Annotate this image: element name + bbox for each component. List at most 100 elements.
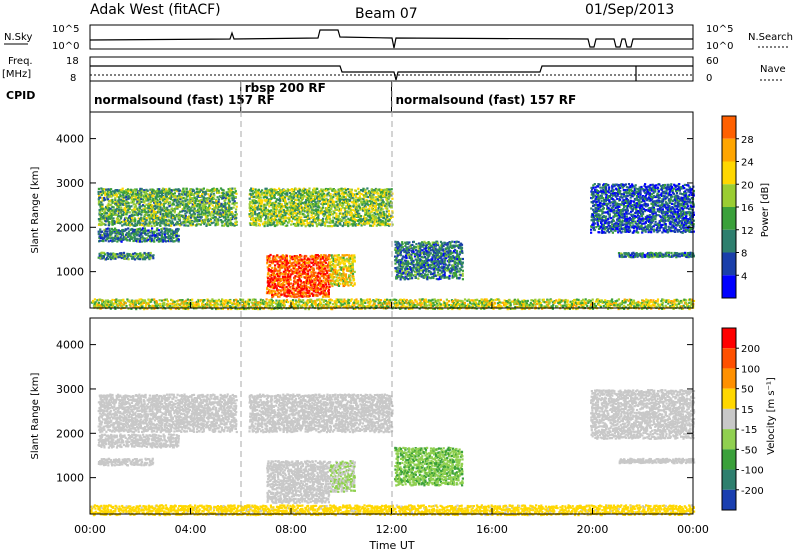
data-cell	[132, 192, 134, 194]
data-cell	[305, 255, 307, 257]
data-cell	[292, 286, 294, 288]
data-cell	[334, 266, 336, 268]
data-cell	[300, 211, 302, 213]
data-cell	[172, 237, 174, 239]
data-cell	[291, 256, 293, 258]
data-cell	[424, 256, 426, 258]
data-cell	[151, 225, 153, 227]
data-cell	[235, 196, 237, 198]
data-cell	[110, 191, 112, 193]
data-cell	[322, 296, 324, 298]
data-cell	[291, 200, 293, 202]
data-cell	[235, 223, 237, 225]
data-cell	[129, 193, 131, 195]
data-cell	[408, 241, 410, 243]
data-cell	[337, 225, 339, 227]
data-cell	[208, 204, 210, 206]
data-cell	[143, 218, 145, 220]
data-cell	[142, 198, 144, 200]
data-cell	[160, 206, 162, 208]
data-cell	[308, 188, 310, 190]
data-cell	[316, 225, 318, 227]
data-cell	[316, 188, 318, 190]
data-cell	[338, 277, 340, 279]
data-cell	[413, 241, 415, 243]
freq-trace	[90, 66, 693, 80]
radar-title: Adak West (fitACF)	[90, 2, 221, 18]
data-cell	[235, 217, 237, 219]
data-cell	[413, 264, 415, 266]
data-cell	[156, 215, 158, 217]
data-cell	[375, 216, 377, 218]
data-cell	[346, 254, 348, 256]
data-cell	[335, 261, 337, 263]
data-cell	[305, 225, 307, 227]
data-cell	[102, 217, 104, 219]
data-cell	[205, 191, 207, 193]
data-cell	[101, 205, 103, 207]
data-cell	[375, 213, 377, 215]
data-cell	[353, 254, 355, 256]
freq-label: Freq.	[8, 56, 33, 67]
data-cell	[296, 199, 298, 201]
data-cell	[129, 211, 131, 213]
data-cell	[269, 264, 271, 266]
data-cell	[156, 199, 158, 201]
data-cell	[373, 202, 375, 204]
data-cell	[159, 234, 161, 236]
data-cell	[409, 277, 411, 279]
freq-strip: Freq. [MHz] 18 8 Nave 60 0	[2, 56, 786, 84]
data-cell	[335, 193, 337, 195]
data-cell	[295, 192, 297, 194]
data-cell	[269, 285, 271, 287]
data-cell	[122, 194, 124, 196]
data-cell	[217, 196, 219, 198]
data-cell	[327, 188, 329, 190]
data-cell	[359, 207, 361, 209]
data-cell	[111, 209, 113, 211]
data-cell	[283, 209, 285, 211]
data-cell	[179, 211, 181, 213]
data-cell	[196, 188, 198, 190]
data-cell	[225, 207, 227, 209]
data-cell	[258, 212, 260, 214]
data-cell	[218, 219, 220, 221]
data-cell	[110, 204, 112, 206]
data-cell	[309, 269, 311, 271]
data-cell	[131, 217, 133, 219]
data-cell	[134, 209, 136, 211]
data-cell	[409, 272, 411, 274]
data-cell	[329, 218, 331, 220]
data-cell	[319, 200, 321, 202]
data-cell	[170, 198, 172, 200]
data-cell	[321, 211, 323, 213]
data-cell	[185, 224, 187, 226]
data-cell	[339, 222, 341, 224]
data-cell	[210, 213, 212, 215]
data-cell	[199, 195, 201, 197]
data-cell	[125, 217, 127, 219]
data-cell	[156, 229, 158, 231]
data-cell	[210, 193, 212, 195]
date-label: 01/Sep/2013	[585, 2, 674, 18]
data-cell	[218, 198, 220, 200]
data-cell	[353, 259, 355, 261]
data-cell	[163, 196, 165, 198]
data-cell	[213, 194, 215, 196]
data-cell	[324, 213, 326, 215]
data-cell	[309, 295, 311, 297]
data-cell	[236, 202, 238, 204]
data-cell	[197, 191, 199, 193]
data-cell	[116, 235, 118, 237]
data-cell	[304, 258, 306, 260]
data-cell	[222, 189, 224, 191]
data-cell	[337, 280, 339, 282]
data-cell	[104, 199, 106, 201]
data-cell	[134, 236, 136, 238]
data-cell	[329, 258, 331, 260]
data-cell	[388, 210, 390, 212]
data-cell	[192, 223, 194, 225]
data-cell	[101, 213, 103, 215]
data-cell	[327, 267, 329, 269]
